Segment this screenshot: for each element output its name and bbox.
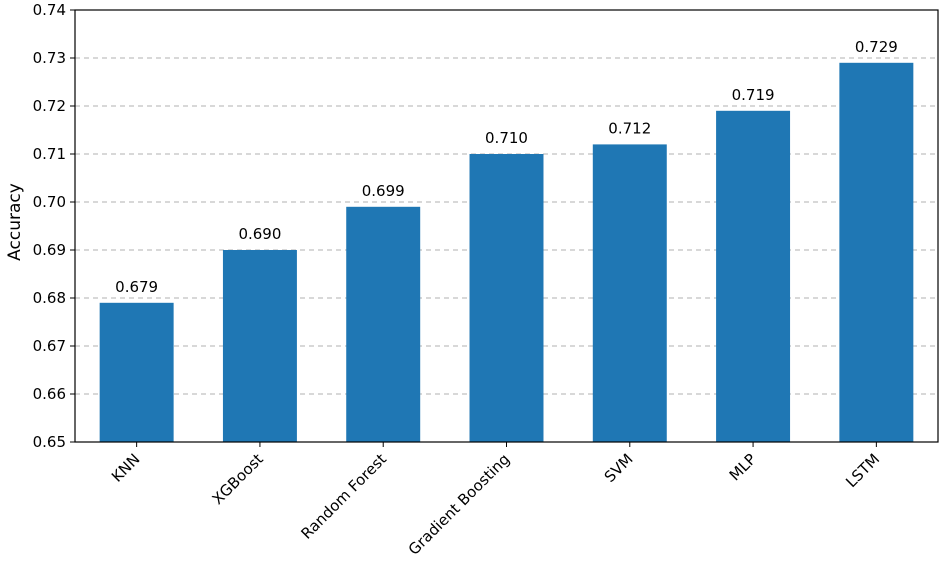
y-tick-label: 0.66 [33, 385, 66, 403]
data-label: 0.712 [608, 119, 651, 137]
bar-svm [592, 144, 667, 442]
x-tick-label: Random Forest [297, 450, 390, 543]
x-tick-label: SVM [601, 450, 637, 486]
bar-gradient-boosting [469, 154, 544, 442]
y-tick-label: 0.69 [33, 241, 66, 259]
x-tick-label: MLP [726, 450, 760, 484]
y-tick-label: 0.74 [33, 1, 66, 19]
bar-random-forest [346, 206, 421, 442]
y-tick-label: 0.65 [33, 433, 66, 451]
data-label: 0.679 [115, 278, 158, 296]
data-label: 0.710 [485, 129, 528, 147]
x-tick-label: KNN [108, 450, 144, 486]
y-tick-label: 0.73 [33, 49, 66, 67]
bar-knn [99, 302, 174, 442]
bars [99, 62, 914, 443]
data-label: 0.699 [362, 182, 405, 200]
bar-xgboost [222, 250, 297, 442]
x-tick-label: Gradient Boosting [405, 450, 514, 559]
data-label: 0.690 [238, 225, 281, 243]
y-axis-label: Accuracy [5, 183, 25, 261]
y-tick-label: 0.68 [33, 289, 66, 307]
data-label: 0.729 [855, 38, 898, 56]
y-tick-label: 0.67 [33, 337, 66, 355]
bar-lstm [839, 62, 914, 443]
y-tick-label: 0.70 [33, 193, 66, 211]
y-tick-label: 0.72 [33, 97, 66, 115]
x-tick-label: LSTM [842, 450, 883, 491]
data-label: 0.719 [732, 86, 775, 104]
x-tick-label: XGBoost [209, 450, 267, 508]
bar-mlp [716, 110, 791, 443]
y-tick-label: 0.71 [33, 145, 66, 163]
x-axis-ticks: KNN XGBoost Random Forest Gradient Boosting… [108, 442, 883, 559]
data-labels: 0.679 0.690 0.699 0.710 0.712 0.719 0.729 [115, 38, 898, 296]
y-axis-ticks: 0.65 0.66 0.67 0.68 0.69 0.70 0.71 0.72 0.73 0.74 [33, 1, 75, 451]
